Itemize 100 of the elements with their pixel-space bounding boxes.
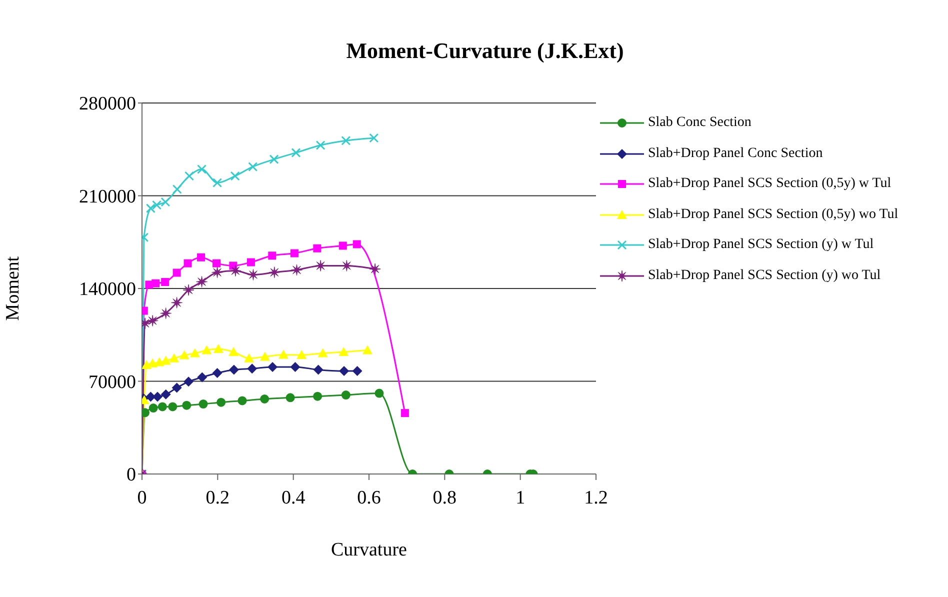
point bbox=[202, 345, 212, 354]
point bbox=[160, 308, 172, 320]
point bbox=[184, 259, 192, 268]
point bbox=[316, 140, 326, 150]
point bbox=[148, 404, 158, 413]
point bbox=[197, 164, 207, 174]
point bbox=[161, 278, 170, 286]
point bbox=[338, 346, 349, 356]
point bbox=[269, 154, 279, 164]
legend-label: Slab+Drop Panel Conc Section bbox=[648, 146, 823, 162]
point bbox=[146, 392, 156, 402]
point bbox=[352, 366, 362, 376]
point bbox=[340, 260, 352, 272]
point bbox=[142, 408, 150, 418]
x-tick-label: 0.6 bbox=[357, 487, 381, 508]
legend-label: Slab+Drop Panel SCS Section (0,5y) w Tul bbox=[648, 176, 892, 192]
point bbox=[246, 258, 255, 266]
point bbox=[290, 249, 298, 258]
point bbox=[184, 376, 194, 387]
point bbox=[197, 253, 206, 262]
point bbox=[230, 264, 242, 276]
point bbox=[341, 390, 350, 400]
x-tick-label: 1.2 bbox=[584, 487, 608, 508]
point bbox=[314, 260, 326, 272]
point bbox=[286, 393, 295, 402]
point bbox=[362, 345, 372, 354]
point bbox=[212, 259, 221, 268]
point bbox=[179, 350, 190, 360]
point bbox=[146, 314, 158, 326]
point bbox=[158, 402, 167, 412]
x-tick-label: 1 bbox=[516, 487, 526, 508]
point bbox=[369, 263, 381, 275]
point bbox=[172, 184, 182, 194]
point bbox=[228, 346, 239, 356]
point bbox=[268, 252, 276, 260]
point bbox=[142, 360, 152, 369]
point bbox=[148, 358, 158, 368]
point bbox=[190, 348, 200, 358]
y-tick-label: 210000 bbox=[79, 186, 136, 208]
point bbox=[196, 276, 208, 288]
point bbox=[212, 266, 224, 278]
chart-title: Moment-Curvature (J.K.Ext) bbox=[345, 38, 625, 64]
point bbox=[244, 353, 254, 362]
point bbox=[230, 171, 240, 181]
point bbox=[313, 244, 322, 252]
point bbox=[318, 348, 328, 358]
point bbox=[212, 178, 222, 188]
point bbox=[184, 171, 194, 181]
y-axis-title: Moment bbox=[2, 256, 24, 321]
point bbox=[182, 400, 192, 410]
point bbox=[169, 353, 180, 362]
point bbox=[290, 362, 300, 372]
y-tick-label: 70000 bbox=[88, 372, 136, 393]
point bbox=[228, 364, 239, 375]
point bbox=[339, 366, 350, 376]
point bbox=[341, 136, 351, 146]
point bbox=[291, 148, 301, 158]
point bbox=[152, 392, 163, 402]
point bbox=[213, 344, 224, 354]
point bbox=[400, 409, 409, 418]
point bbox=[171, 296, 183, 308]
point bbox=[260, 394, 270, 404]
point bbox=[154, 357, 164, 366]
point bbox=[247, 364, 258, 374]
point bbox=[197, 372, 208, 382]
legend-label: Slab+Drop Panel SCS Section (0,5y) wo Tul bbox=[648, 206, 898, 223]
point bbox=[313, 364, 324, 375]
point bbox=[168, 402, 178, 412]
point bbox=[290, 264, 302, 276]
point bbox=[268, 266, 280, 278]
point bbox=[152, 279, 160, 288]
legend-label: Slab+Drop Panel SCS Section (y) wo Tul bbox=[648, 268, 881, 284]
point bbox=[146, 204, 156, 214]
point bbox=[160, 356, 171, 365]
x-tick-label: 0.4 bbox=[281, 487, 306, 508]
legend-label: Slab+Drop Panel SCS Section (y) w Tul bbox=[648, 237, 874, 254]
point bbox=[278, 350, 288, 359]
point bbox=[182, 284, 194, 296]
y-tick-label: 140000 bbox=[79, 279, 136, 300]
x-tick-label: 0.8 bbox=[432, 487, 457, 508]
point bbox=[369, 133, 379, 143]
point bbox=[296, 350, 307, 360]
point bbox=[374, 388, 384, 398]
x-tick-label: 0.2 bbox=[206, 487, 230, 508]
point bbox=[313, 392, 322, 401]
point bbox=[268, 362, 278, 372]
y-tick-label: 280000 bbox=[79, 94, 136, 115]
x-axis-title: Curvature bbox=[331, 539, 407, 560]
point bbox=[238, 396, 247, 406]
point bbox=[248, 162, 258, 172]
point bbox=[172, 268, 181, 277]
point bbox=[247, 268, 259, 280]
legend-label: Slab Conc Section bbox=[648, 115, 752, 132]
point bbox=[216, 398, 226, 407]
point bbox=[352, 240, 361, 248]
y-tick-label: 0 bbox=[126, 464, 136, 486]
point bbox=[198, 400, 208, 409]
point bbox=[260, 352, 270, 361]
point bbox=[160, 389, 171, 400]
point bbox=[338, 242, 347, 250]
